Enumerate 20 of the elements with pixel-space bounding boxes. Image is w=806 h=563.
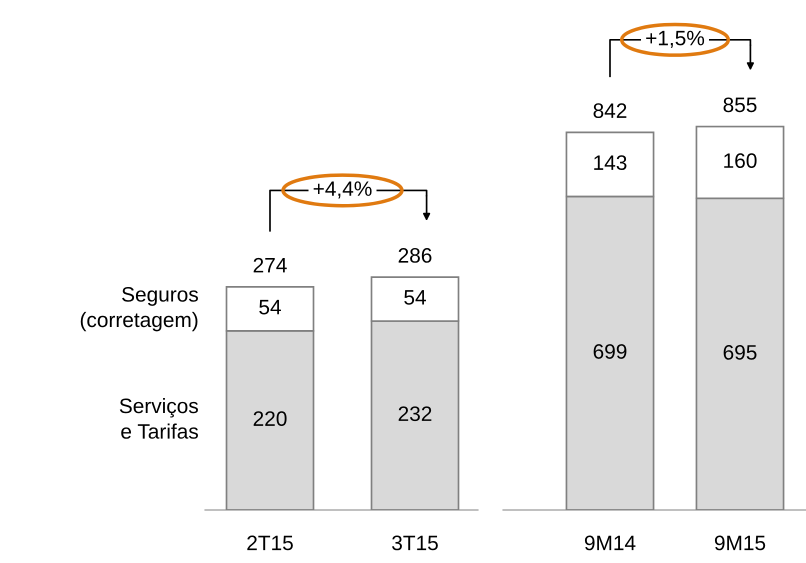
data-label: 699: [594, 344, 626, 359]
series-label: Seguros (corretagem): [80, 286, 198, 332]
series-label: Serviços e Tarifas: [120, 398, 198, 439]
text: +1,5%: [646, 30, 704, 48]
x-tick-label: 9M14: [584, 536, 636, 550]
data-label: 143: [594, 155, 626, 170]
data-label: 232: [398, 406, 432, 422]
x-tick-label: 9M15: [714, 536, 766, 550]
text: +4,4%: [314, 181, 372, 198]
data-label: 160: [724, 153, 757, 168]
total-label: 286: [398, 248, 432, 263]
x-tick-label: 3T15: [392, 536, 438, 550]
total-label: 274: [254, 258, 287, 272]
total-label: 842: [594, 103, 626, 118]
data-label: 54: [404, 290, 426, 305]
data-label: 220: [254, 411, 287, 426]
data-label: 54: [259, 300, 281, 314]
x-tick-label: 2T15: [247, 536, 293, 550]
total-label: 855: [724, 97, 757, 112]
data-label: 695: [724, 344, 757, 360]
